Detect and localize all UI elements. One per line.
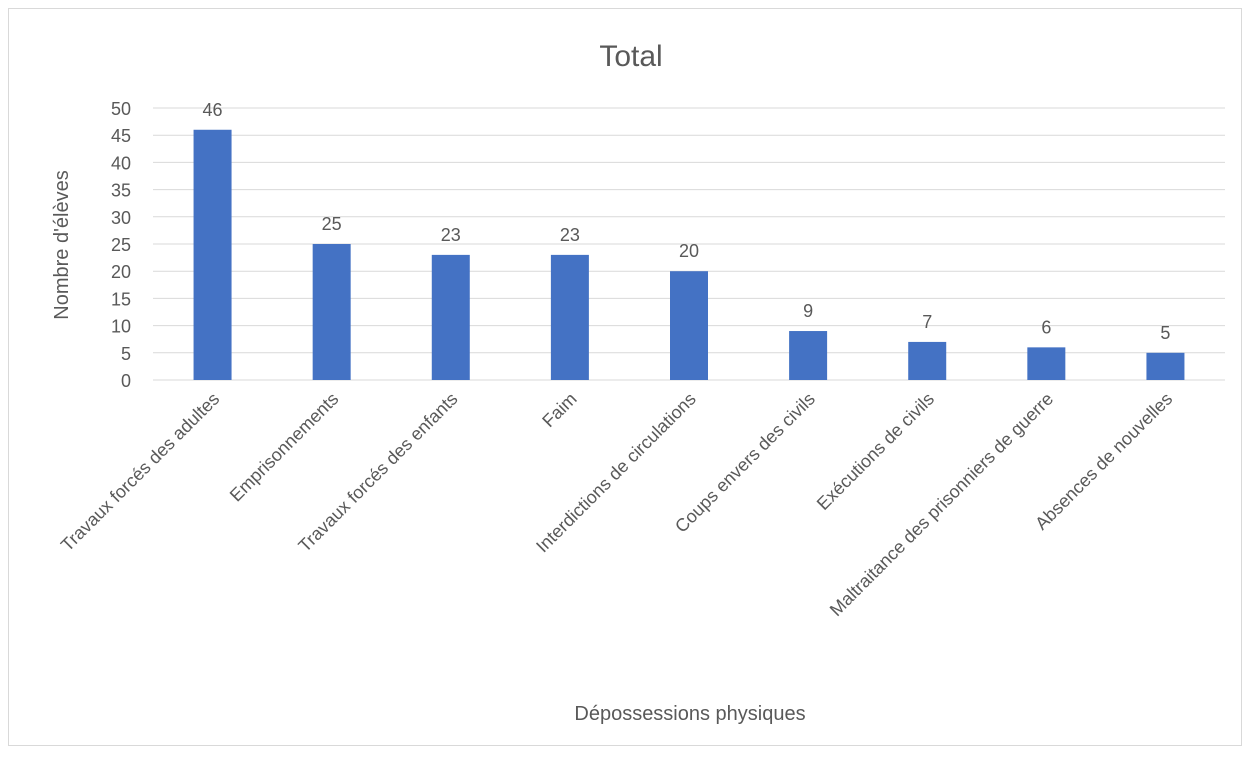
bar xyxy=(670,271,708,380)
y-tick-label: 35 xyxy=(111,181,131,201)
bar xyxy=(193,129,232,380)
y-tick-label: 40 xyxy=(111,153,131,173)
y-tick-label: 25 xyxy=(111,235,131,255)
data-label: 7 xyxy=(922,312,932,332)
bar xyxy=(1146,352,1185,380)
bar xyxy=(431,254,470,380)
bar xyxy=(908,341,947,380)
data-label: 9 xyxy=(803,301,813,321)
bar xyxy=(789,331,828,380)
y-tick-label: 15 xyxy=(111,289,131,309)
y-tick-label: 10 xyxy=(111,317,131,337)
data-label: 20 xyxy=(679,241,699,261)
bar xyxy=(550,254,589,380)
y-tick-label: 30 xyxy=(111,208,131,228)
y-tick-label: 20 xyxy=(111,262,131,282)
data-label: 46 xyxy=(203,100,223,120)
bar xyxy=(312,244,351,380)
chart-title: Total xyxy=(599,40,662,73)
data-labels: 46 25 23 23 20 9 7 6 5 xyxy=(203,100,1171,343)
y-axis-label: Nombre d'élèves xyxy=(51,170,73,319)
x-axis-label: Dépossessions physiques xyxy=(574,703,805,725)
y-tick-label: 45 xyxy=(111,126,131,146)
bar xyxy=(1027,347,1066,380)
y-axis-ticks: 0 5 10 15 20 25 30 35 40 45 50 xyxy=(111,99,131,391)
data-label: 6 xyxy=(1041,317,1051,337)
y-tick-label: 50 xyxy=(111,99,131,119)
data-label: 25 xyxy=(322,214,342,234)
data-label: 23 xyxy=(560,225,580,245)
data-label: 5 xyxy=(1160,323,1170,343)
bars xyxy=(193,129,1185,380)
y-tick-label: 0 xyxy=(121,371,131,391)
y-tick-label: 5 xyxy=(121,344,131,364)
data-label: 23 xyxy=(441,225,461,245)
